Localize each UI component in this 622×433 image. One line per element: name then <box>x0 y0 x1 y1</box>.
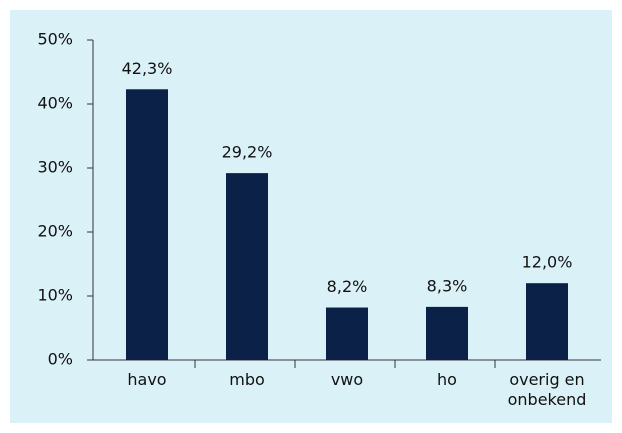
y-tick-label: 50% <box>37 30 73 49</box>
x-tick-label: mbo <box>229 370 265 389</box>
x-tick-label: havo <box>127 370 167 389</box>
data-label: 12,0% <box>522 253 573 272</box>
data-label: 42,3% <box>122 59 173 78</box>
data-label: 8,3% <box>427 276 468 295</box>
y-tick-label: 30% <box>37 158 73 177</box>
y-tick-label: 10% <box>37 286 73 305</box>
data-label: 29,2% <box>222 143 273 162</box>
y-tick-label: 20% <box>37 222 73 241</box>
bar <box>226 173 268 360</box>
data-label: 8,2% <box>327 277 368 296</box>
x-tick-label: ho <box>437 370 457 389</box>
bar <box>126 89 168 360</box>
x-tick-label: vwo <box>330 370 364 389</box>
bar <box>326 307 368 360</box>
x-tick-label: overig en onbekend <box>507 370 587 409</box>
bar <box>526 283 568 360</box>
background <box>10 10 612 423</box>
y-tick-label: 40% <box>37 94 73 113</box>
bar <box>426 306 468 360</box>
y-tick-label: 0% <box>48 350 73 369</box>
